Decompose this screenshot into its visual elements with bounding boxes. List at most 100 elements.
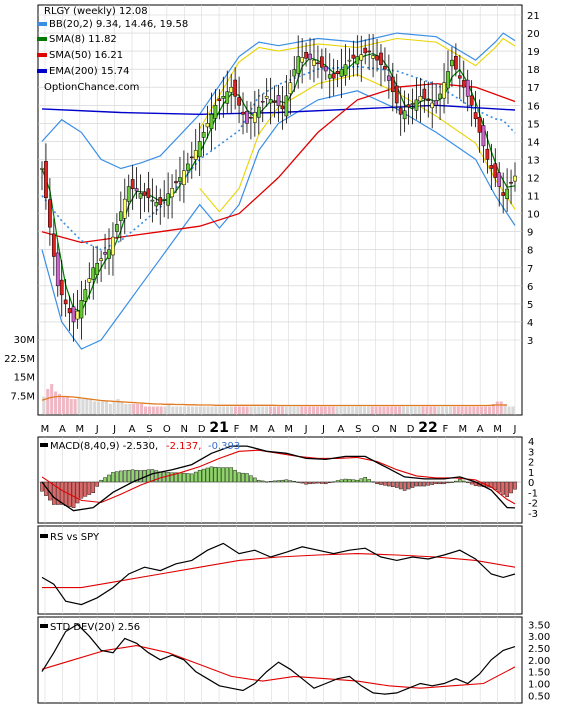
candle-body [461, 80, 466, 88]
x-tick-label: F [234, 424, 240, 435]
candle-body [205, 123, 210, 128]
candle-body [193, 150, 198, 160]
volume-bar [265, 406, 269, 414]
volume-bar [241, 406, 245, 414]
macd-histogram-bar [126, 469, 131, 483]
macd-histogram-bar [280, 479, 285, 483]
candle-body [320, 56, 324, 68]
volume-bar [253, 406, 257, 414]
volume-tick-label: 22.5M [4, 354, 35, 365]
volume-bar [163, 406, 167, 414]
candle-body [201, 132, 206, 138]
macd-histogram-bar [513, 481, 517, 490]
volume-bar [433, 406, 437, 414]
macd-y-tick-label: 3 [528, 447, 534, 458]
macd-histogram-bar [367, 479, 371, 483]
macd-histogram-bar [103, 477, 107, 483]
macd-histogram-bar [418, 481, 423, 487]
volume-bar [179, 406, 183, 414]
price-y-tick-label: 13 [527, 155, 540, 166]
macd-histogram-bar [351, 479, 356, 483]
candle-body [95, 263, 100, 276]
price-y-tick-label: 4 [527, 318, 533, 329]
macd-y-tick-label: -3 [528, 509, 538, 520]
volume-bar [249, 406, 253, 414]
volume-bar [61, 396, 65, 414]
macd-histogram-bar [170, 472, 174, 483]
volume-bar [104, 401, 108, 414]
candle-body [442, 82, 446, 99]
candle-body [217, 98, 222, 102]
std-y-tick-label: 3.00 [528, 632, 550, 643]
x-tick-label: O [372, 424, 380, 435]
candle-body [189, 156, 194, 159]
candle-body [111, 236, 115, 256]
volume-bar [417, 406, 421, 414]
macd-histogram-bar [497, 481, 502, 493]
volume-average-line [41, 395, 508, 407]
candle-body [209, 114, 214, 129]
volume-bar [186, 406, 191, 414]
candle-body [264, 96, 269, 99]
volume-bar [85, 399, 89, 414]
candle-body [308, 53, 312, 60]
std-y-tick-label: 0.50 [528, 691, 550, 702]
volume-bar [308, 406, 312, 414]
macd-histogram-bar [260, 480, 265, 483]
volume-bar [327, 406, 331, 414]
macd-histogram-bar [71, 481, 76, 509]
std-line [41, 623, 516, 695]
candle-body [75, 310, 80, 320]
candle-body [339, 68, 344, 77]
macd-histogram-bar [189, 473, 194, 483]
volume-bar [190, 406, 194, 414]
macd-histogram-bar [375, 481, 379, 485]
volume-bar [245, 406, 249, 414]
candle-body [150, 199, 155, 202]
candle-body [505, 188, 509, 200]
candle-body [174, 181, 178, 184]
macd-histogram-bar [316, 481, 320, 484]
macd-hist-text: -0.393 [208, 441, 240, 452]
macd-histogram-bar [426, 481, 431, 486]
volume-bar [441, 406, 445, 414]
candle-body [331, 73, 336, 79]
volume-bar [312, 406, 316, 414]
volume-bar [405, 406, 409, 414]
macd-histogram-bar [229, 467, 234, 483]
volume-bar [155, 406, 159, 414]
volume-bar [351, 406, 355, 414]
volume-bar [468, 406, 472, 414]
volume-bar [429, 406, 433, 414]
macd-histogram-bar [391, 481, 395, 487]
volume-bar [214, 406, 218, 414]
volume-bar [171, 406, 175, 414]
candle-body [268, 99, 273, 104]
volume-bar [358, 406, 363, 414]
volume-bar [206, 406, 210, 414]
volume-bar [132, 404, 136, 414]
candle-body [485, 148, 490, 160]
macd-histogram-bar [434, 481, 438, 485]
volume-bar [120, 401, 124, 414]
legend-sma8: SMA(8) 11.82 [49, 34, 117, 45]
volume-bar [175, 406, 179, 414]
rs-panel-frame [37, 525, 523, 615]
candle-body [454, 55, 458, 70]
macd-histogram-bar [398, 481, 403, 490]
volume-bar [151, 406, 155, 414]
std-panel-frame [37, 616, 523, 704]
candle-body [40, 168, 44, 170]
macd-histogram-bar [442, 481, 446, 485]
macd-histogram-bar [178, 472, 182, 483]
candle-body [296, 56, 301, 74]
macd-histogram-bar [52, 481, 56, 505]
candle-body [284, 95, 289, 117]
candle-body [426, 98, 431, 102]
candle-body [489, 165, 494, 169]
candle-body [249, 116, 253, 119]
price-y-tick-label: 5 [527, 300, 533, 311]
macd-histogram-bar [347, 479, 352, 483]
candle-body [178, 177, 182, 182]
